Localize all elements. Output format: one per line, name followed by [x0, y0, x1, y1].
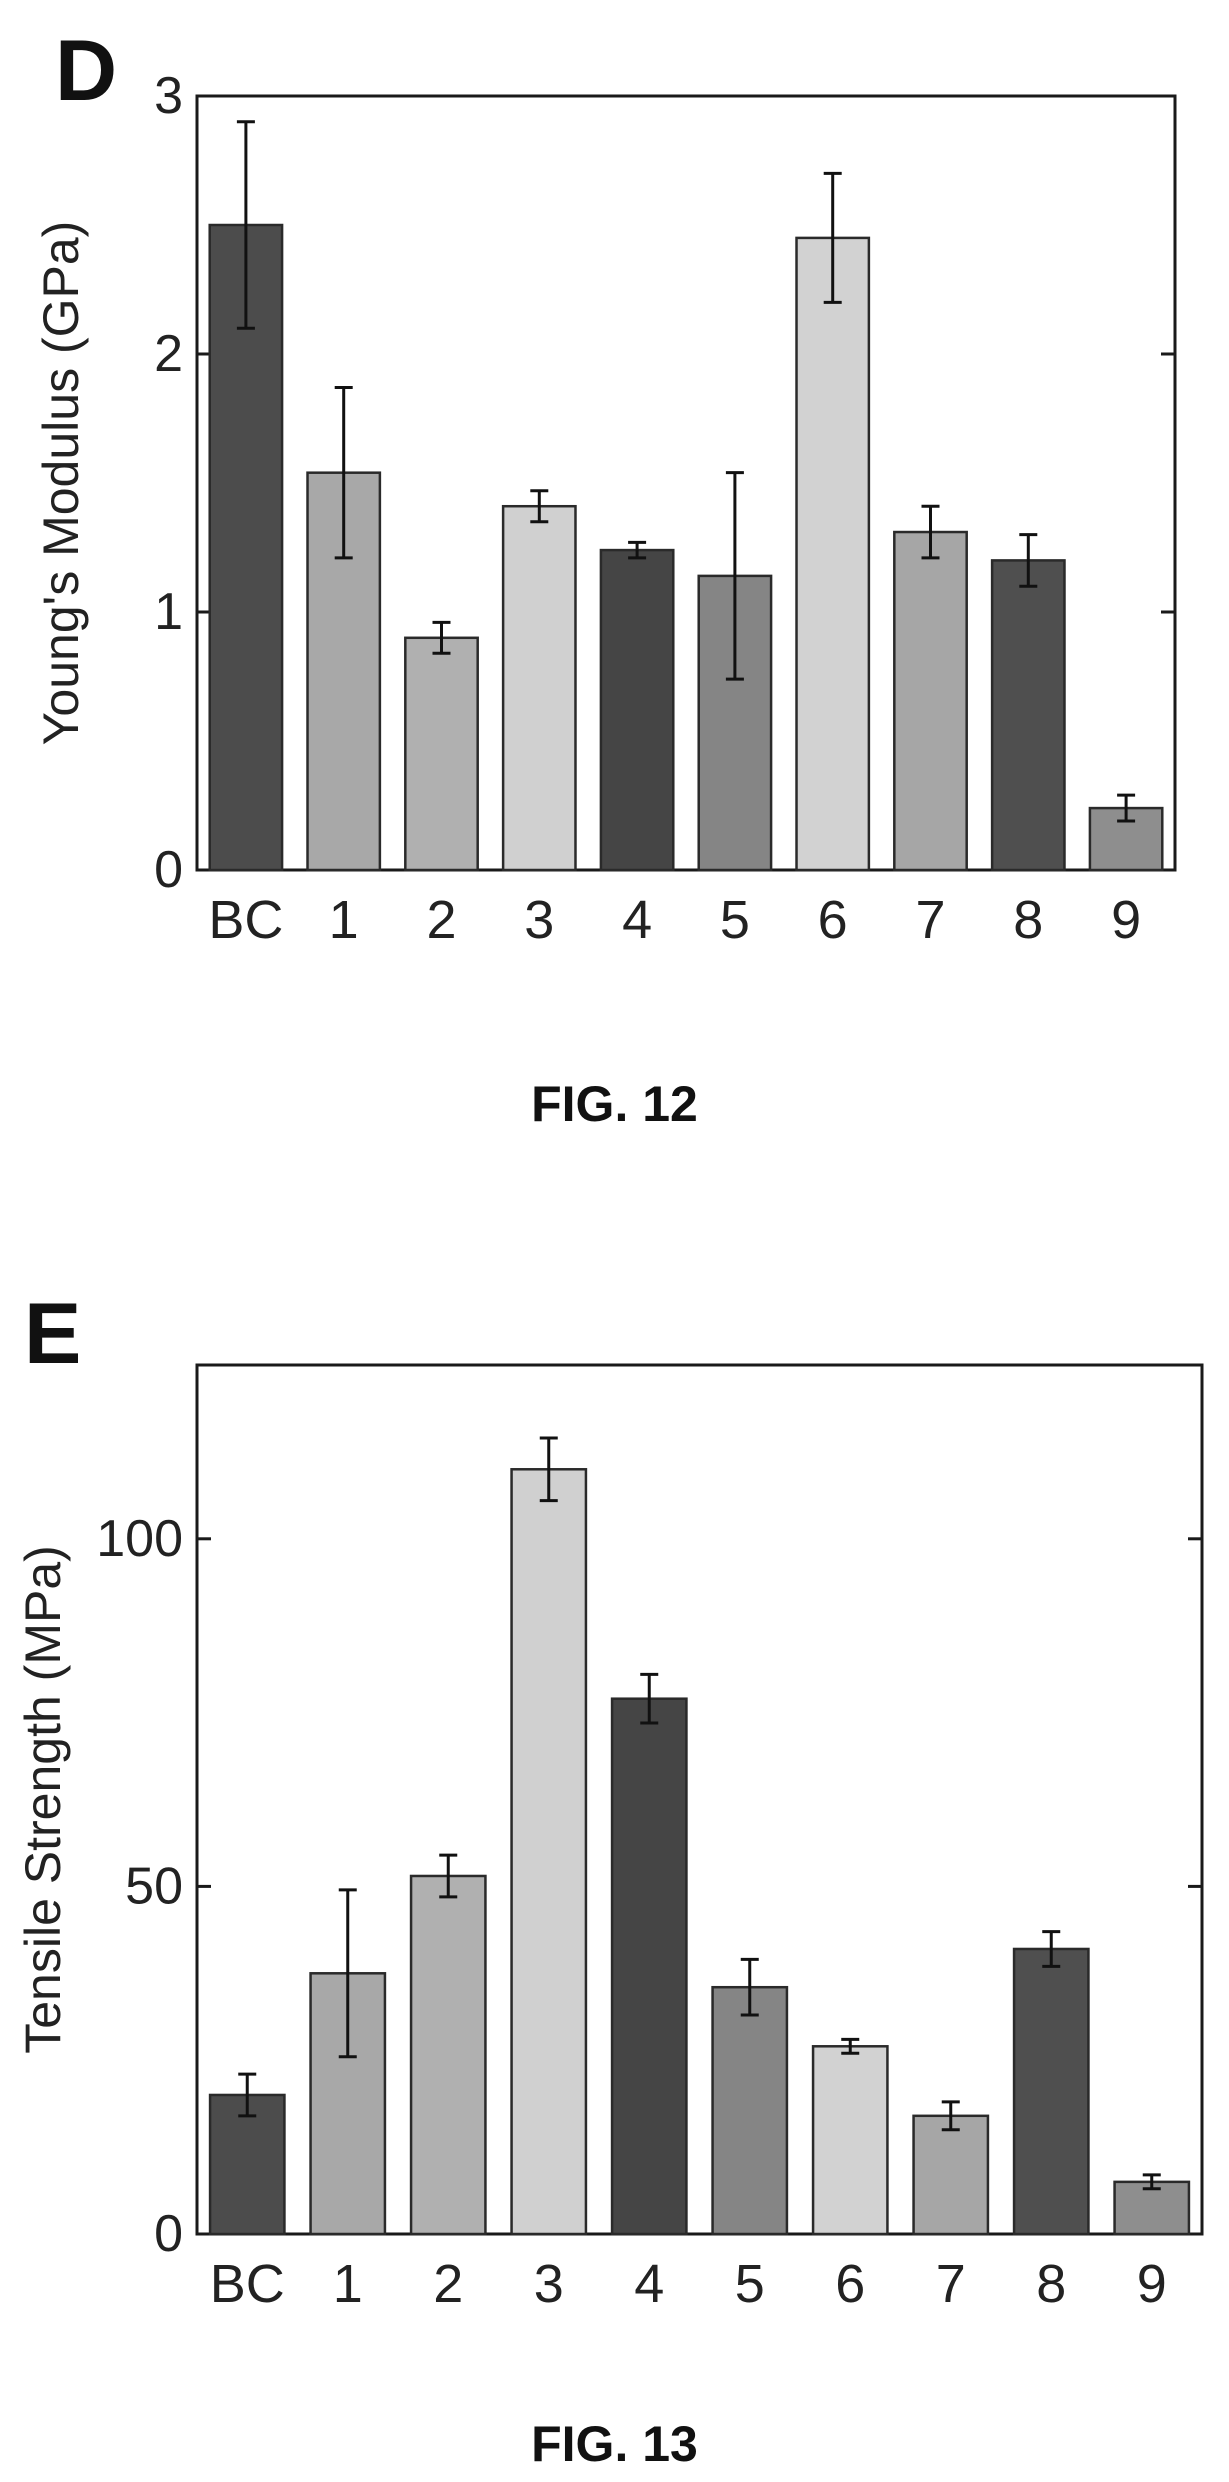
- bar-bc: [208, 223, 284, 872]
- panel-label: D: [55, 23, 117, 119]
- y-tick-label: 0: [154, 2205, 183, 2263]
- x-tick-label: 6: [835, 2254, 865, 2314]
- x-tick-label: 7: [915, 890, 945, 950]
- x-tick-label: 5: [735, 2254, 765, 2314]
- figure-13-panel: 0 50 100 BC 1 2 3 4 5 6 7 8 9 Tensile Strength (MPa) E…: [0, 1240, 1229, 2482]
- y-tick-label: 3: [154, 67, 183, 125]
- x-tick-label: 7: [936, 2254, 966, 2314]
- x-tick-label: BC: [210, 2254, 285, 2314]
- bar-9: [1113, 2180, 1191, 2236]
- x-tick-label: 9: [1111, 890, 1141, 950]
- x-tick-label: BC: [208, 890, 283, 950]
- bar-3: [510, 1468, 588, 2236]
- bar-4: [599, 548, 675, 872]
- bar-7: [893, 530, 968, 872]
- panel-label: E: [24, 1286, 81, 1382]
- figure-12-panel: 0 1 2 3 BC 1 2 3 4 5 6 7 8 9 Young's Modulus (GPa) D FI…: [0, 0, 1229, 1240]
- x-tick-label: 4: [622, 890, 652, 950]
- bar-5: [697, 574, 773, 872]
- bar-8: [1012, 1947, 1090, 2236]
- bar-2: [404, 636, 479, 872]
- y-axis-label: Tensile Strength (MPa): [15, 1545, 71, 2054]
- y-tick-label: 0: [154, 841, 183, 899]
- bar-2: [409, 1874, 487, 2236]
- bar-6: [795, 236, 871, 872]
- x-tick-label: 1: [333, 2254, 363, 2314]
- y-tick-label: 1: [154, 583, 183, 641]
- bar-6: [811, 2045, 889, 2236]
- x-tick-label: 3: [524, 890, 554, 950]
- y-tick-label: 100: [96, 1510, 183, 1568]
- x-tick-label: 2: [426, 890, 456, 950]
- x-tick-label: 6: [818, 890, 848, 950]
- x-tick-label: 9: [1137, 2254, 1167, 2314]
- bar-bc: [208, 2093, 286, 2236]
- tensile-strength-chart: 0 50 100 BC 1 2 3 4 5 6 7 8 9 Tensile Strength (MPa) E: [15, 1286, 1204, 2314]
- x-tick-label: 2: [433, 2254, 463, 2314]
- x-tick-label: 8: [1013, 890, 1043, 950]
- bar-7: [912, 2114, 990, 2236]
- x-tick-label: 4: [634, 2254, 664, 2314]
- y-axis-label: Young's Modulus (GPa): [33, 221, 89, 746]
- y-tick-label: 50: [125, 1857, 183, 1915]
- plot-frame: [195, 1363, 1204, 2236]
- youngs-modulus-chart: 0 1 2 3 BC 1 2 3 4 5 6 7 8 9 Young's Modulus (GPa) D: [33, 23, 1177, 950]
- figure-12-caption: FIG. 12: [531, 1076, 698, 1132]
- bar-3: [501, 504, 577, 872]
- bar-4: [610, 1697, 688, 2236]
- x-tick-label: 5: [720, 890, 750, 950]
- bar-5: [711, 1985, 789, 2236]
- y-tick-label: 2: [154, 325, 183, 383]
- x-tick-label: 1: [329, 890, 359, 950]
- plot-frame: [195, 94, 1177, 872]
- figure-13-caption: FIG. 13: [531, 2416, 698, 2472]
- x-tick-label: 8: [1036, 2254, 1066, 2314]
- bar-8: [990, 559, 1066, 872]
- x-tick-label: 3: [534, 2254, 564, 2314]
